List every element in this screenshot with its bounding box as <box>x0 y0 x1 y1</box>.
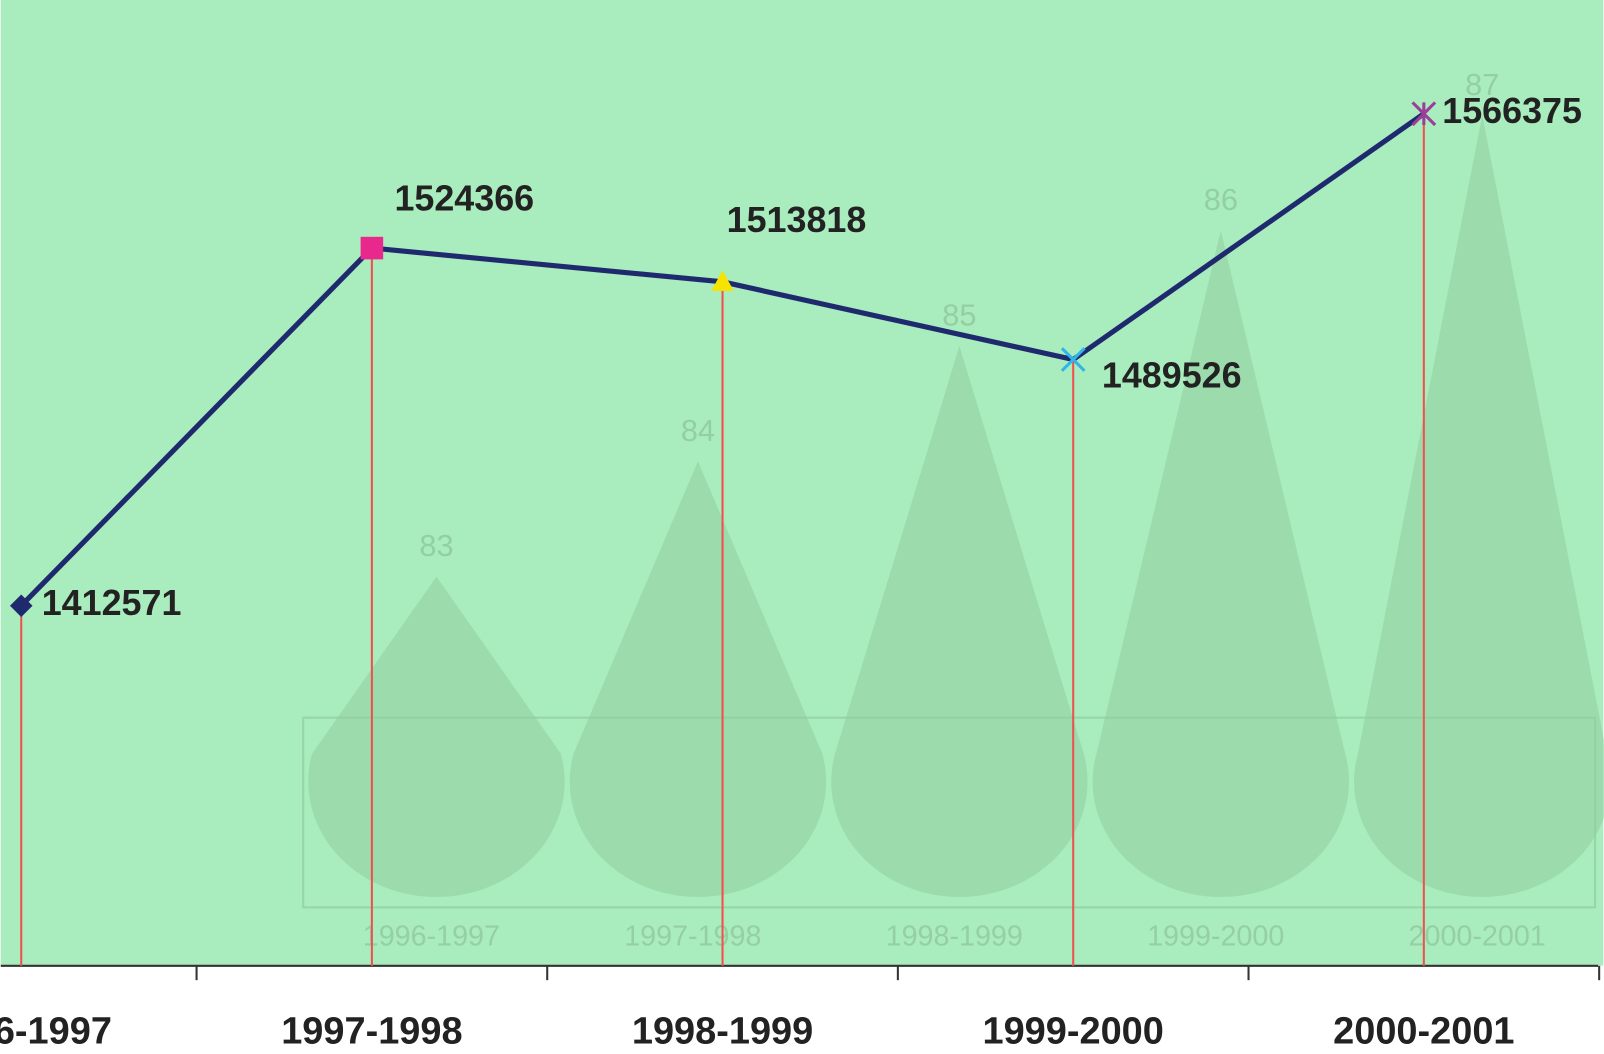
cone-category-label: 1998-1999 <box>886 921 1023 953</box>
cone <box>1354 115 1604 897</box>
data-label: 1412571 <box>42 583 182 623</box>
cone-value-label: 85 <box>942 297 976 332</box>
x-tick-label: 1998-1999 <box>632 1011 813 1053</box>
marker <box>360 236 384 260</box>
data-label: 1489526 <box>1102 355 1242 395</box>
cone <box>1092 230 1349 897</box>
data-label: 1566375 <box>1442 91 1582 131</box>
cone-value-label: 87 <box>1465 67 1499 102</box>
marker <box>1060 347 1086 372</box>
data-label: 1513818 <box>727 200 867 240</box>
cone <box>569 461 827 897</box>
cone-category-label: 1997-1998 <box>624 921 761 953</box>
axis-background <box>0 965 1604 1054</box>
cone-value-label: 86 <box>1204 182 1238 217</box>
marker <box>9 594 33 617</box>
background-chart: 83 1996-1997 84 1997-1998 85 1998-1999 86 1999-… <box>308 67 1604 953</box>
cone-category-label: 2000-2001 <box>1409 921 1546 953</box>
x-tick-label: 1997-1998 <box>281 1011 462 1053</box>
x-tick-label: 1999-2000 <box>983 1011 1164 1053</box>
cone-category-label: 1996-1997 <box>363 921 500 953</box>
cone <box>831 346 1088 897</box>
cone-category-label: 1999-2000 <box>1147 921 1284 953</box>
line-chart: 1996-1997 1997-1998 1998-1999 1999-2000 2000… <box>0 91 1601 1053</box>
cone-value-label: 83 <box>419 528 453 563</box>
cone-value-label: 84 <box>681 413 715 448</box>
data-label: 1524366 <box>394 178 534 218</box>
x-tick-label: 2000-2001 <box>1333 1011 1514 1053</box>
marker <box>1411 101 1437 127</box>
x-tick-label: 1996-1997 <box>0 1011 112 1053</box>
marker <box>711 270 734 291</box>
